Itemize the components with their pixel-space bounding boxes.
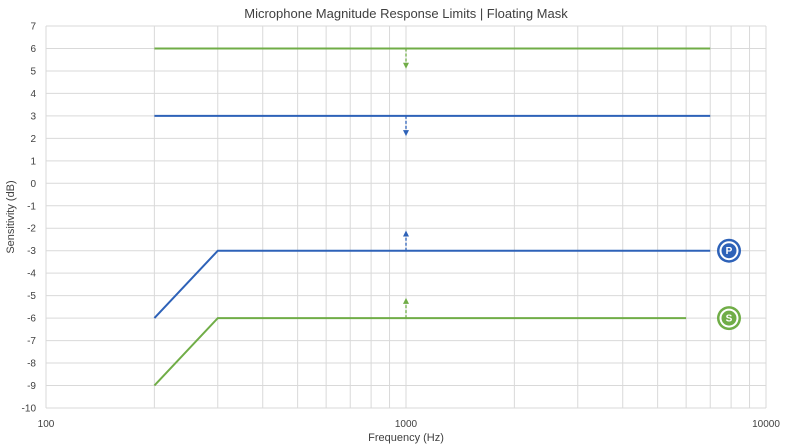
- grid: [45, 25, 767, 409]
- x-tick-label: 100: [38, 419, 55, 430]
- y-tick-label: -2: [27, 224, 36, 235]
- y-tick-label: -10: [22, 404, 37, 415]
- y-tick-label: -9: [27, 381, 36, 392]
- y-tick-label: 4: [30, 89, 36, 100]
- y-tick-label: 6: [30, 44, 36, 55]
- series-line: [153, 249, 711, 319]
- shift-arrow-head: [403, 230, 409, 237]
- y-axis-ticks: 7 6 5 4 3 2 1 0 -1 -2 -3 -4 -5 -6 -7 -8 -9 -10: [22, 22, 37, 415]
- badges: PS: [717, 238, 741, 331]
- y-tick-label: 5: [30, 66, 36, 77]
- x-tick-label: 1000: [395, 419, 418, 430]
- shift-arrow-head: [403, 62, 409, 69]
- y-tick-label: -4: [27, 269, 36, 280]
- y-tick-label: 3: [30, 111, 36, 122]
- badge-inner-disc: [721, 243, 737, 259]
- badge-label: S: [726, 314, 733, 325]
- y-tick-label: -7: [27, 336, 36, 347]
- y-axis-title: Sensitivity (dB): [5, 180, 17, 253]
- badge-inner-disc: [721, 310, 737, 326]
- y-tick-label: 2: [30, 134, 36, 145]
- badge-label: P: [726, 246, 733, 257]
- shift-arrow-head: [403, 297, 409, 304]
- y-tick-label: -5: [27, 291, 36, 302]
- shift-arrows: [403, 48, 409, 319]
- y-tick-label: -1: [27, 201, 36, 212]
- x-axis-title: Frequency (Hz): [368, 432, 444, 444]
- chart-title: Microphone Magnitude Response Limits | F…: [244, 6, 568, 21]
- series-lines: [153, 47, 711, 387]
- x-axis-ticks: 100 1000 10000: [38, 419, 781, 430]
- series-line: [153, 317, 687, 387]
- y-tick-label: 7: [30, 22, 36, 33]
- shift-arrow-head: [403, 130, 409, 137]
- y-tick-label: 0: [30, 179, 36, 190]
- y-tick-label: -8: [27, 359, 36, 370]
- y-tick-label: -3: [27, 246, 36, 257]
- x-tick-label: 10000: [752, 419, 780, 430]
- y-tick-label: 1: [30, 156, 36, 167]
- y-tick-label: -6: [27, 314, 36, 325]
